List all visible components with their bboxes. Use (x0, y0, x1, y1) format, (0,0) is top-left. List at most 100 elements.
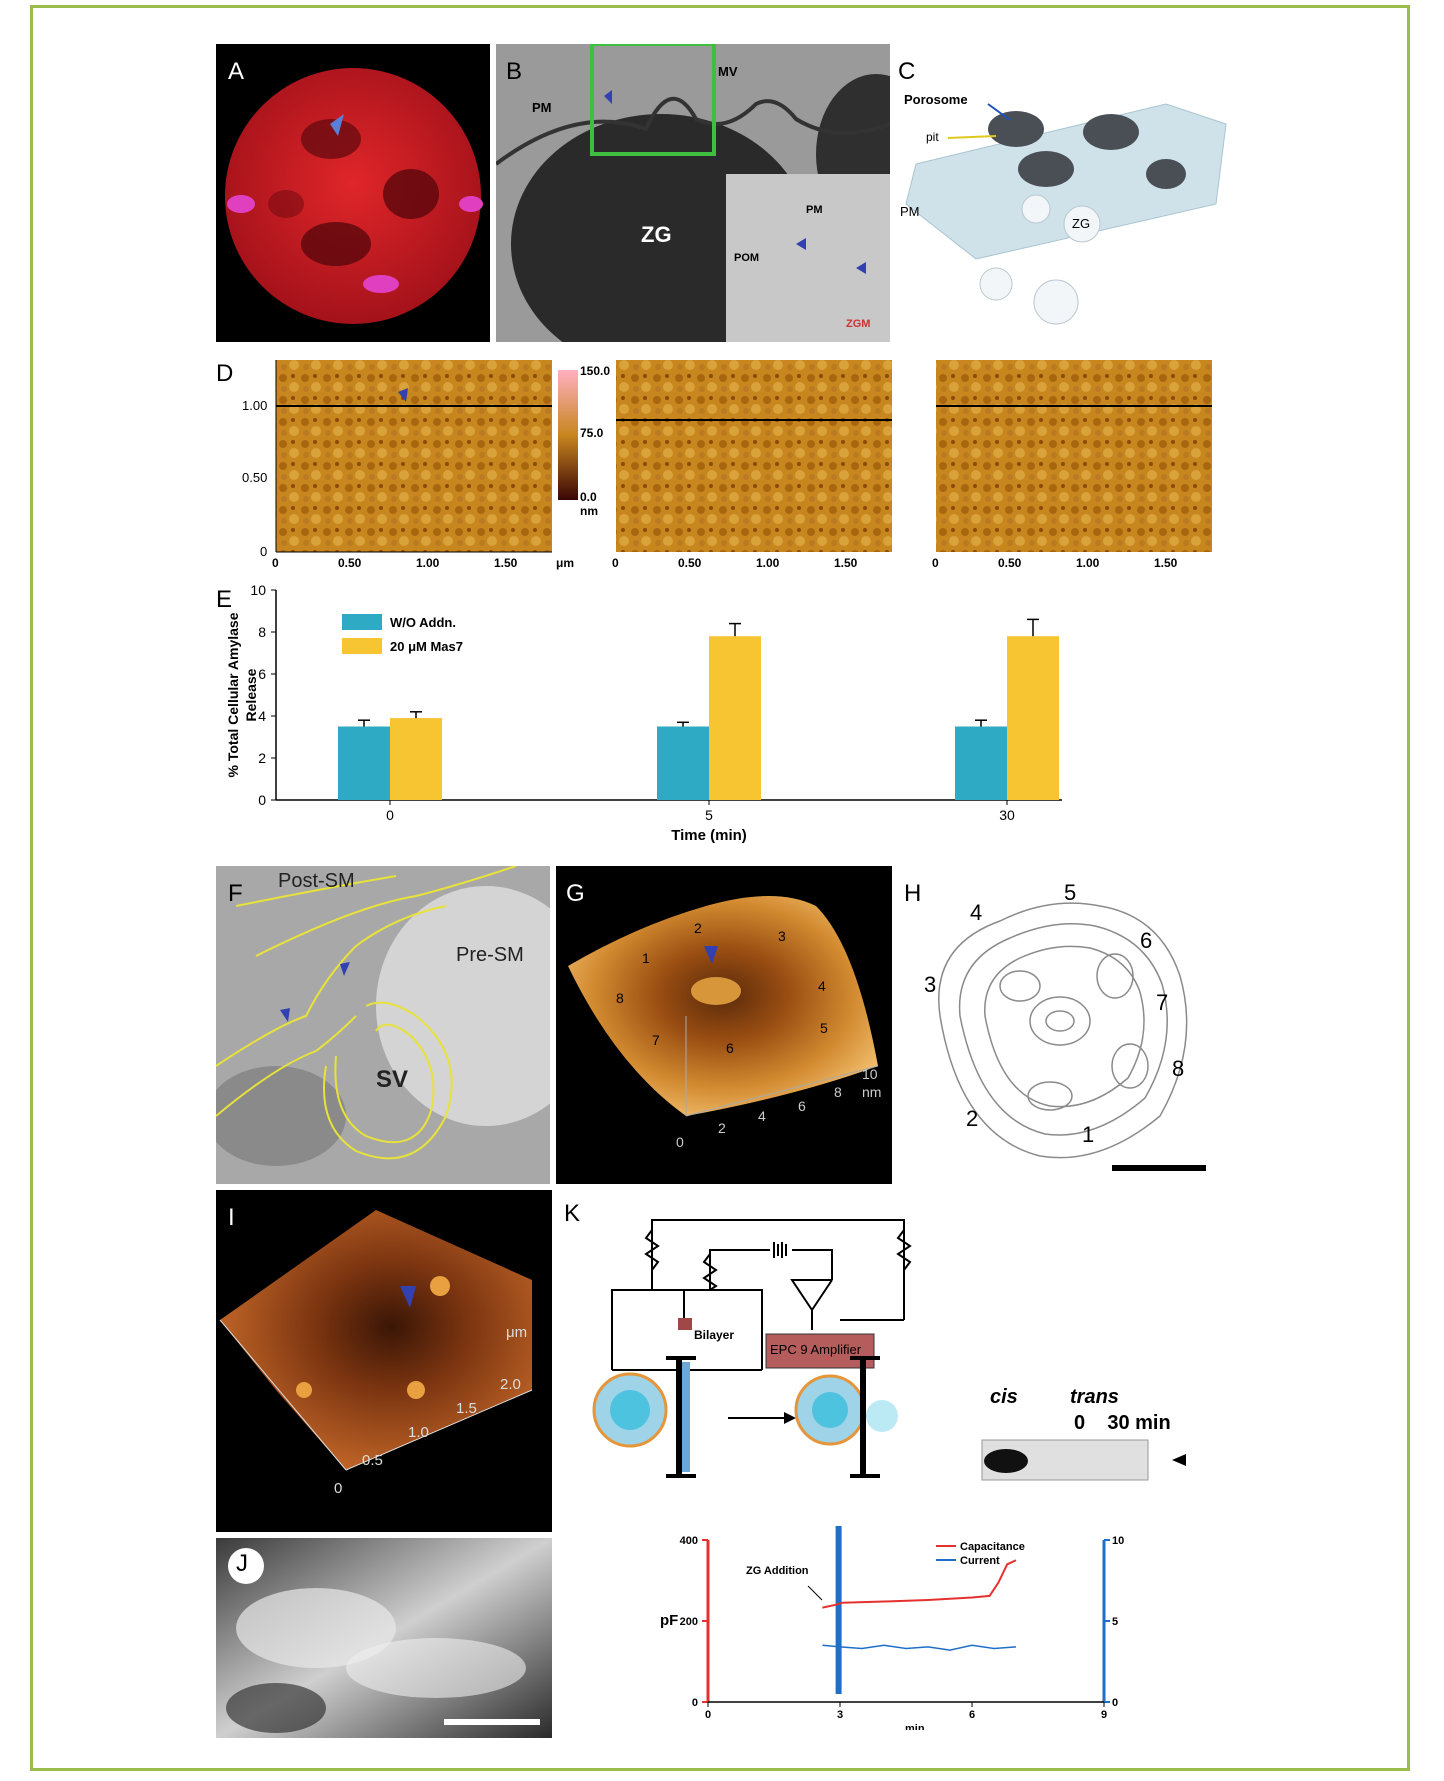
left-tick-label: 400 (680, 1535, 698, 1547)
y-tick-label: 6 (258, 666, 266, 682)
label-inset-pm: PM (806, 204, 823, 216)
x-tick-label: 30 (999, 807, 1015, 823)
h-number-3: 3 (924, 972, 937, 997)
bar-mas7 (390, 718, 442, 800)
d-xtick: 0.50 (338, 556, 362, 570)
h-number-6: 6 (1140, 928, 1153, 953)
capacitance-line (822, 1559, 1017, 1609)
d-xunit: μm (556, 556, 575, 570)
i-tick: 2.0 (500, 1376, 521, 1393)
panel-j: J (216, 1538, 552, 1738)
panel-i-afm (219, 1210, 533, 1471)
panel-label-d: D (216, 360, 234, 387)
d-ytick-1: 1.00 (242, 398, 268, 413)
d-xtick: 0 (932, 556, 939, 570)
panel-label-a: A (228, 58, 245, 85)
x-axis-label: min (905, 1723, 925, 1730)
d-xtick: 0 (272, 556, 279, 570)
panel-d: D 1.00 0.50 0 0 0.50 1.00 1.50 μm 0 0.50… (212, 350, 1242, 575)
label-porosome: Porosome (904, 92, 968, 107)
g-number-4: 4 (818, 978, 826, 994)
g-tick: 8 (834, 1084, 842, 1100)
zg-addition-marker (835, 1526, 842, 1694)
panel-f-image (216, 866, 550, 1184)
panel-label-f: F (228, 880, 243, 907)
panel-f: F Post-SM Pre-SM SV (216, 866, 550, 1184)
g-number-2: 2 (694, 920, 702, 936)
i-tick: 1.0 (408, 1424, 429, 1441)
g-unit: nm (862, 1084, 882, 1100)
label-trans-times: 0 30 min (1074, 1412, 1171, 1434)
panel-a-image (225, 68, 483, 324)
left-tick-label: 200 (680, 1616, 698, 1628)
panel-c: C Porosome pit PM ZG (896, 44, 1236, 344)
label-cis: cis (990, 1386, 1018, 1408)
label-pm-c: PM (900, 204, 920, 219)
x-tick-label: 9 (1101, 1709, 1107, 1721)
panel-k: K (560, 1190, 1240, 1730)
g-tick: 0 (676, 1134, 684, 1150)
panel-label-b: B (506, 58, 523, 85)
panel-a: A (216, 44, 490, 342)
d-xtick: 1.00 (1076, 556, 1100, 570)
label-trans: trans (1070, 1386, 1119, 1408)
panel-d-afm (275, 360, 1212, 553)
panel-label-c: C (898, 58, 916, 85)
x-tick-label: 6 (969, 1709, 975, 1721)
label-inset-zgm: ZGM (846, 318, 871, 330)
panel-label-k: K (564, 1200, 581, 1227)
d-scale-tick-1: 150.0 (580, 364, 611, 378)
legend-label: Current (960, 1555, 1000, 1567)
panel-b: B PM MV ZG PM POM ZGM (496, 44, 890, 342)
h-number-1: 1 (1082, 1122, 1095, 1147)
y-tick-label: 8 (258, 624, 266, 640)
panel-e: E 0 2 4 6 8 10 0 5 30 Time (min) % Total Cellular … (212, 580, 1242, 860)
i-tick: 0 (334, 1480, 343, 1497)
label-amplifier: EPC 9 Amplifier (770, 1342, 862, 1357)
d-ytick-2: 0.50 (242, 470, 268, 485)
d-ytick-3: 0 (260, 544, 268, 559)
d-scale-tick-3: 0.0 (580, 490, 597, 504)
label-zg: ZG (641, 222, 672, 247)
legend-swatch (342, 638, 382, 654)
i-tick: 1.5 (456, 1400, 477, 1417)
label-zg-c: ZG (1072, 216, 1091, 231)
label-pit: pit (926, 130, 939, 144)
y-tick-label: 2 (258, 750, 266, 766)
h-number-4: 4 (970, 900, 983, 925)
d-scale-tick-2: 75.0 (580, 426, 604, 440)
d-xtick: 0.50 (998, 556, 1022, 570)
panel-b-image (496, 44, 890, 342)
zg-addition-label: ZG Addition (746, 1565, 809, 1577)
d-xtick: 0.50 (678, 556, 702, 570)
bar-mas7 (709, 636, 761, 800)
bar-mas7 (1007, 636, 1059, 800)
label-mv: MV (718, 64, 738, 79)
bar-chart: 0 2 4 6 8 10 0 5 30 Time (min) % Total Cellular Am… (225, 582, 1062, 844)
g-number-6: 6 (726, 1040, 734, 1056)
panel-j-image (216, 1538, 552, 1738)
d-xtick: 1.00 (756, 556, 780, 570)
panel-c-illustration (905, 103, 1227, 325)
label-post-sm: Post-SM (278, 870, 355, 892)
bar-control (338, 726, 390, 800)
h-number-8: 8 (1172, 1056, 1185, 1081)
right-tick-label: 5 (1112, 1616, 1118, 1628)
g-number-5: 5 (820, 1020, 828, 1036)
legend-label: W/O Addn. (390, 615, 456, 630)
panel-label-j: J (236, 1550, 248, 1577)
bar-control (955, 726, 1007, 800)
circuit-diagram (611, 1219, 912, 1371)
panel-h: H 1 2 3 4 5 6 7 8 (900, 866, 1236, 1184)
x-tick-label: 5 (705, 807, 713, 823)
g-tick: 10 (862, 1066, 878, 1082)
g-tick: 6 (798, 1098, 806, 1114)
bar-control (657, 726, 709, 800)
left-tick-label: 0 (692, 1697, 698, 1709)
g-tick: 4 (758, 1108, 766, 1124)
panel-label-g: G (566, 880, 585, 907)
y-tick-label: 0 (258, 792, 266, 808)
g-number-8: 8 (616, 990, 624, 1006)
d-scale-unit: nm (580, 504, 598, 518)
current-line (822, 1644, 1017, 1651)
